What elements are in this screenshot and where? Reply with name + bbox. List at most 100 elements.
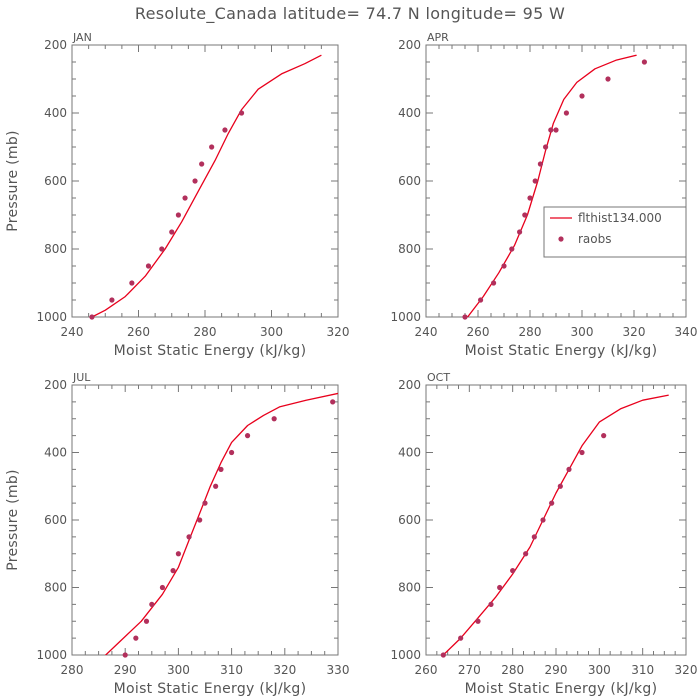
raobs-point xyxy=(553,127,559,133)
raobs-point xyxy=(175,212,181,218)
raobs-point xyxy=(218,466,224,472)
x-tick-label: 280 xyxy=(519,325,542,339)
x-tick-label: 300 xyxy=(588,663,611,677)
y-tick-label: 200 xyxy=(44,38,67,52)
plot-frame xyxy=(71,384,339,656)
x-tick-label: 260 xyxy=(467,325,490,339)
raobs-point xyxy=(510,568,516,574)
raobs-point xyxy=(579,93,585,99)
plot-frame xyxy=(425,384,687,656)
raobs-point xyxy=(440,652,446,658)
raobs-point xyxy=(601,433,607,439)
raobs-point xyxy=(159,246,165,252)
x-axis-label: Moist Static Energy (kJ/kg) xyxy=(465,681,658,697)
y-tick-label: 600 xyxy=(398,174,421,188)
panel-title: APR xyxy=(427,31,449,44)
raobs-point xyxy=(527,195,533,201)
legend-label: raobs xyxy=(578,232,612,246)
raobs-point xyxy=(129,280,135,286)
x-axis-label: Moist Static Energy (kJ/kg) xyxy=(114,681,307,697)
raobs-point xyxy=(497,584,503,591)
panel-title: JUL xyxy=(72,371,91,384)
raobs-point xyxy=(145,263,152,269)
raobs-point xyxy=(501,263,507,269)
raobs-point xyxy=(579,449,585,456)
raobs-point xyxy=(491,280,497,286)
raobs-point xyxy=(209,144,215,150)
chart-panel-jul: JUL 280 290 300 310 320 330 200 400 600 800 1000 Moi… xyxy=(5,371,349,697)
x-tick-label: 310 xyxy=(631,663,654,677)
raobs-point xyxy=(523,551,529,557)
raobs-point xyxy=(462,314,468,320)
raobs-point xyxy=(170,568,176,574)
raobs-point xyxy=(566,466,572,472)
raobs-point xyxy=(509,246,515,252)
raobs-point xyxy=(478,297,484,303)
model-profile-line xyxy=(91,54,322,317)
x-tick-label: 240 xyxy=(61,325,84,339)
raobs-point xyxy=(202,500,208,506)
y-tick-label: 200 xyxy=(398,38,421,52)
figure-title: Resolute_Canada latitude= 74.7 N longitu… xyxy=(135,4,565,24)
model-profile-line xyxy=(442,394,669,655)
raobs-point xyxy=(213,483,219,489)
y-tick-label: 400 xyxy=(44,446,67,460)
x-tick-label: 260 xyxy=(415,663,438,677)
y-tick-label: 200 xyxy=(398,378,421,392)
raobs-point xyxy=(540,517,546,523)
y-tick-label: 1000 xyxy=(36,648,67,662)
raobs-point xyxy=(182,195,188,201)
raobs-point xyxy=(330,399,336,405)
x-tick-label: 300 xyxy=(260,325,283,339)
y-tick-label: 800 xyxy=(398,581,421,595)
raobs-point xyxy=(89,314,95,320)
raobs-point xyxy=(199,161,205,167)
y-tick-label: 1000 xyxy=(390,310,421,324)
y-axis-label: Pressure (mb) xyxy=(5,130,21,232)
raobs-point xyxy=(563,110,570,116)
x-tick-label: 290 xyxy=(545,663,568,677)
raobs-point xyxy=(122,652,128,658)
raobs-point xyxy=(244,433,251,439)
chart-panel-apr: APR 240 260 280 300 320 340 200 400 600 800 1000 Moi… xyxy=(390,31,697,359)
plot-frame xyxy=(71,44,339,318)
raobs-point xyxy=(458,635,464,641)
y-tick-label: 400 xyxy=(398,106,421,120)
raobs-point xyxy=(522,212,528,218)
x-axis-label: Moist Static Energy (kJ/kg) xyxy=(114,343,307,359)
y-tick-label: 400 xyxy=(398,446,421,460)
raobs-point xyxy=(222,127,228,133)
y-tick-label: 600 xyxy=(44,513,67,527)
chart-panel-oct: OCT 260 270 280 290 300 310 320 200 400 600 800 1000… xyxy=(390,371,697,697)
x-tick-label: 290 xyxy=(114,663,137,677)
raobs-point xyxy=(109,297,115,303)
raobs-point xyxy=(271,416,277,422)
y-tick-label: 1000 xyxy=(36,310,67,324)
x-tick-label: 300 xyxy=(571,325,594,339)
x-tick-label: 280 xyxy=(501,663,524,677)
y-tick-label: 600 xyxy=(398,513,421,527)
x-tick-label: 260 xyxy=(127,325,150,339)
raobs-point xyxy=(517,229,523,235)
panel-title: OCT xyxy=(427,371,450,384)
x-axis-label: Moist Static Energy (kJ/kg) xyxy=(465,343,658,359)
x-tick-label: 300 xyxy=(167,663,190,677)
raobs-point xyxy=(543,144,549,150)
x-tick-label: 320 xyxy=(675,663,698,677)
x-tick-label: 330 xyxy=(327,663,350,677)
x-tick-label: 280 xyxy=(194,325,217,339)
y-axis-label: Pressure (mb) xyxy=(5,469,21,571)
x-tick-label: 320 xyxy=(623,325,646,339)
chart-panels: JAN 240 260 280 300 320 200 400 600 800 1000 Moist … xyxy=(5,31,697,697)
x-tick-label: 320 xyxy=(327,325,350,339)
plot-frame xyxy=(425,44,687,318)
legend-dot-swatch xyxy=(558,236,564,242)
raobs-point xyxy=(159,584,166,591)
y-tick-label: 800 xyxy=(44,581,67,595)
raobs-point xyxy=(143,618,150,624)
model-profile-line xyxy=(104,392,338,655)
raobs-point xyxy=(532,178,538,184)
raobs-point xyxy=(175,551,181,557)
raobs-point xyxy=(133,635,139,641)
